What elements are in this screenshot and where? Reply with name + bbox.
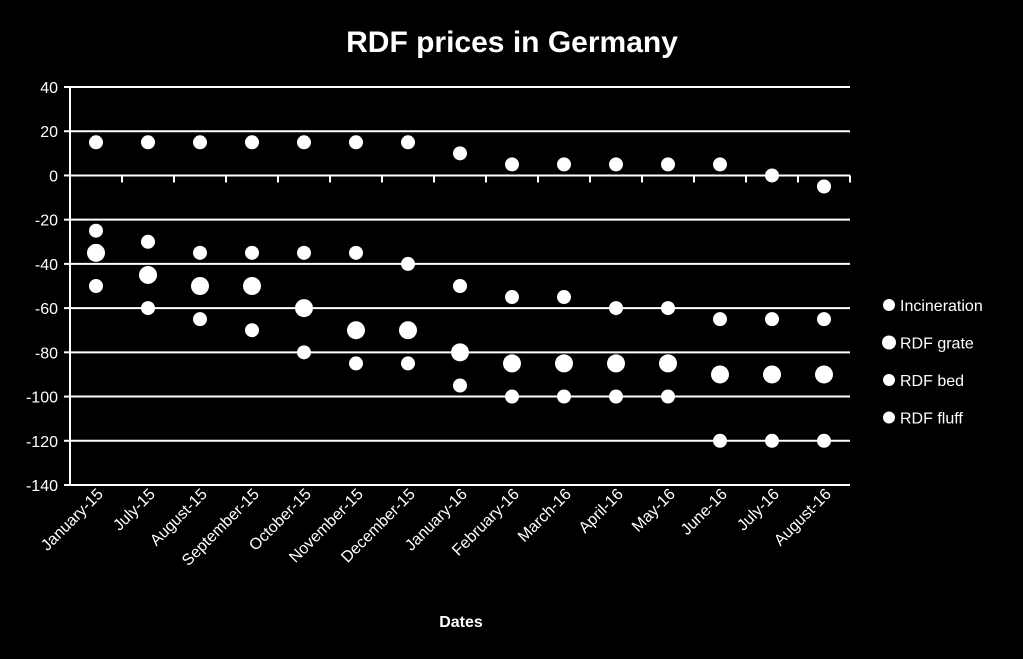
data-point — [347, 321, 365, 340]
data-point — [295, 299, 313, 318]
data-point — [765, 168, 779, 183]
legend-marker — [882, 335, 896, 350]
data-point — [659, 354, 677, 373]
data-point — [401, 256, 415, 271]
x-axis-tick-labels: January-15 July-15August-15September-15Oc… — [38, 486, 835, 570]
data-point — [453, 378, 467, 393]
y-tick-label: -120 — [26, 434, 58, 451]
data-point — [661, 301, 675, 316]
data-point — [193, 312, 207, 327]
x-tick-label: May-16 — [629, 486, 679, 536]
data-point — [297, 135, 311, 150]
y-tick-label: -80 — [35, 345, 58, 362]
legend: Incineration RDF grate RDF bed RDF fluff — [882, 298, 983, 428]
legend-label: RDF bed — [900, 373, 964, 390]
data-point — [505, 389, 519, 404]
data-point — [557, 157, 571, 172]
data-point — [555, 354, 573, 373]
data-point — [711, 365, 729, 384]
data-point — [713, 312, 727, 327]
data-point — [401, 356, 415, 371]
data-point — [191, 277, 209, 295]
x-tick-label: March-16 — [515, 486, 575, 546]
data-point — [763, 365, 781, 384]
y-tick-label: -40 — [35, 257, 58, 274]
x-tick-label: August-16 — [771, 486, 835, 550]
data-point — [87, 243, 105, 262]
y-tick-label: 0 — [49, 168, 58, 185]
y-tick-label: 20 — [40, 124, 58, 141]
data-point — [141, 234, 155, 249]
data-point — [193, 135, 207, 150]
data-point — [817, 312, 831, 327]
legend-label: Incineration — [900, 298, 983, 315]
data-point — [817, 179, 831, 194]
data-point — [557, 290, 571, 305]
data-point — [297, 345, 311, 360]
data-point — [245, 323, 259, 338]
y-tick-label: -100 — [26, 390, 58, 407]
y-tick-label: -20 — [35, 213, 58, 230]
data-point — [817, 433, 831, 448]
data-point — [765, 433, 779, 448]
data-point — [505, 157, 519, 172]
data-point — [505, 290, 519, 305]
legend-marker — [883, 299, 895, 311]
data-point — [89, 279, 103, 293]
data-point — [349, 135, 363, 150]
data-point — [245, 245, 259, 260]
y-tick-label: 40 — [40, 80, 58, 97]
data-point — [349, 356, 363, 371]
y-tick-label: -60 — [35, 301, 58, 318]
data-point — [297, 245, 311, 260]
legend-marker — [883, 374, 895, 386]
x-tick-label: January-15 — [38, 486, 107, 555]
data-point — [713, 157, 727, 172]
data-point — [765, 312, 779, 327]
data-point — [453, 279, 467, 293]
data-point — [661, 389, 675, 404]
data-point — [193, 245, 207, 260]
data-point — [399, 321, 417, 340]
x-tick-label: April-16 — [576, 486, 627, 537]
data-point — [557, 389, 571, 404]
legend-label: RDF fluff — [900, 411, 963, 428]
data-point — [503, 354, 521, 373]
data-point — [453, 146, 467, 161]
data-point — [609, 157, 623, 172]
legend-marker — [883, 411, 895, 424]
data-points — [87, 135, 833, 448]
data-point — [609, 389, 623, 404]
chart-title: RDF prices in Germany — [346, 26, 678, 59]
legend-label: RDF grate — [900, 336, 974, 353]
data-point — [815, 365, 833, 384]
data-point — [245, 135, 259, 150]
data-point — [607, 354, 625, 373]
data-point — [349, 245, 363, 260]
data-point — [141, 135, 155, 150]
x-axis-title: Dates — [439, 614, 483, 631]
data-point — [139, 265, 157, 284]
x-tick-label: July-15 — [110, 486, 159, 535]
data-point — [609, 301, 623, 316]
x-tick-label: July-16 — [734, 486, 783, 535]
data-point — [89, 135, 103, 150]
axes — [64, 86, 851, 486]
data-point — [401, 135, 415, 150]
data-point — [713, 433, 727, 448]
y-tick-label: -140 — [26, 478, 58, 495]
data-point — [451, 343, 469, 362]
x-tick-label: June-16 — [678, 486, 731, 539]
data-point — [661, 157, 675, 172]
data-point — [89, 223, 103, 238]
y-axis-tick-labels: 40 20 0 -20 -40 -60 -80 -100 -120 -140 — [26, 80, 58, 495]
data-point — [141, 301, 155, 316]
data-point — [243, 277, 261, 295]
